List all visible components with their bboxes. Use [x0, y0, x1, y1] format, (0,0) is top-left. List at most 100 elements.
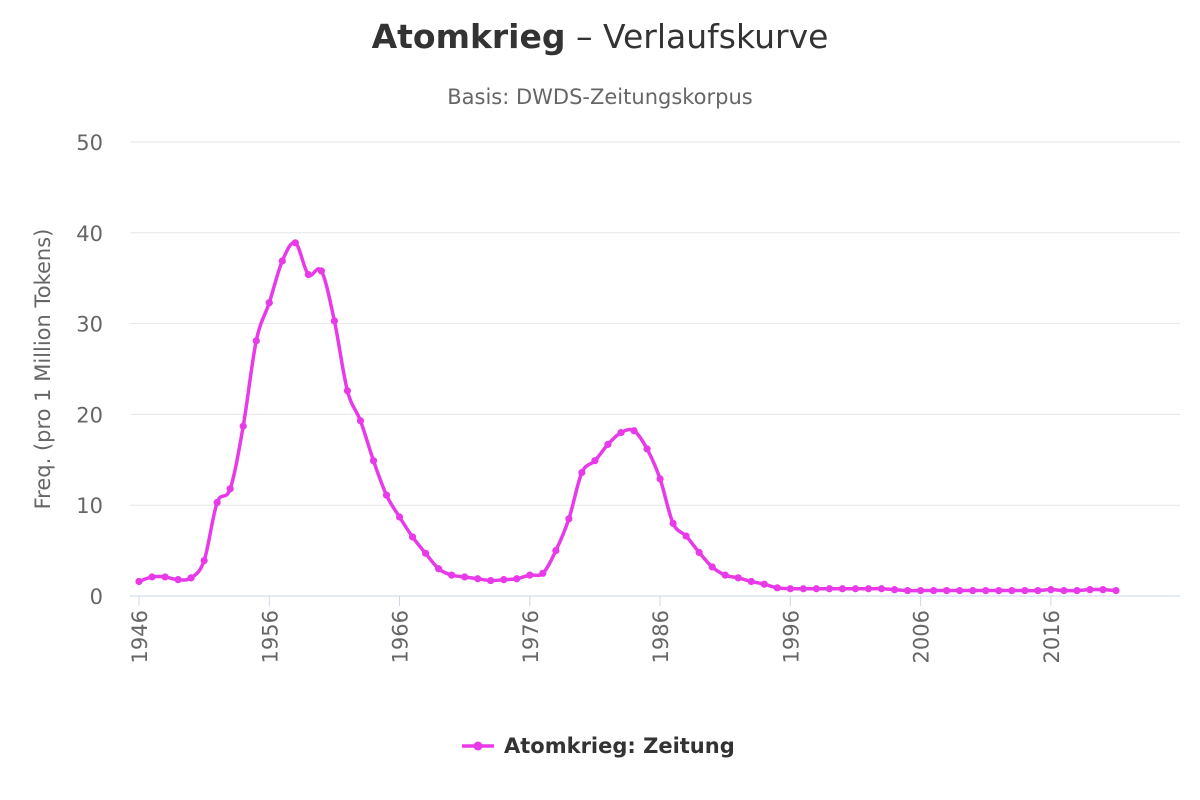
- data-point[interactable]: [864, 585, 873, 593]
- data-point[interactable]: [604, 440, 612, 448]
- data-point[interactable]: [435, 565, 443, 573]
- data-point[interactable]: [239, 422, 247, 430]
- data-point[interactable]: [799, 585, 807, 593]
- data-point[interactable]: [721, 571, 729, 579]
- data-point[interactable]: [474, 575, 482, 583]
- data-point[interactable]: [1034, 586, 1042, 595]
- data-point[interactable]: [1060, 586, 1068, 595]
- chart-title-rest: – Verlaufskurve: [566, 17, 829, 56]
- chart-title: Atomkrieg – Verlaufskurve: [372, 17, 829, 56]
- data-point[interactable]: [421, 549, 430, 557]
- data-point[interactable]: [578, 468, 586, 477]
- data-point[interactable]: [552, 547, 560, 555]
- data-point[interactable]: [252, 337, 260, 345]
- data-point[interactable]: [565, 515, 573, 523]
- data-point[interactable]: [903, 586, 912, 595]
- data-point[interactable]: [291, 239, 299, 247]
- data-point[interactable]: [382, 491, 391, 499]
- chart-subtitle: Basis: DWDS-Zeitungskorpus: [447, 85, 753, 109]
- data-point[interactable]: [213, 498, 221, 507]
- data-point[interactable]: [812, 585, 820, 593]
- data-point[interactable]: [1086, 586, 1094, 594]
- data-point[interactable]: [500, 576, 508, 584]
- data-point[interactable]: [877, 585, 886, 593]
- data-point[interactable]: [174, 576, 182, 584]
- chart-title-keyword: Atomkrieg: [372, 17, 566, 56]
- data-point[interactable]: [200, 556, 208, 565]
- x-tick-label: 1996: [779, 610, 803, 663]
- data-point[interactable]: [773, 584, 781, 592]
- data-point[interactable]: [304, 270, 312, 279]
- data-point[interactable]: [226, 485, 234, 493]
- data-point[interactable]: [135, 577, 143, 586]
- series-points: [135, 239, 1120, 595]
- data-point[interactable]: [1112, 586, 1120, 595]
- data-point[interactable]: [1073, 586, 1081, 595]
- data-point[interactable]: [148, 573, 156, 581]
- data-point[interactable]: [786, 585, 794, 593]
- data-point[interactable]: [161, 573, 169, 581]
- data-point[interactable]: [187, 574, 195, 582]
- data-point[interactable]: [995, 586, 1003, 595]
- data-point[interactable]: [825, 585, 834, 593]
- data-point[interactable]: [1021, 586, 1029, 595]
- y-tick-label: 10: [76, 494, 103, 518]
- data-point[interactable]: [708, 563, 716, 571]
- data-point[interactable]: [278, 257, 286, 265]
- x-tick-label: 2016: [1040, 610, 1064, 663]
- y-tick-label: 50: [76, 131, 103, 155]
- data-point[interactable]: [956, 586, 964, 595]
- data-point[interactable]: [539, 569, 547, 577]
- series-line-atomkrieg: [137, 240, 1118, 593]
- data-point[interactable]: [747, 577, 755, 586]
- x-axis: 1946 1956 1966 1976 1986 1996 2006 2016: [128, 596, 1064, 663]
- data-point[interactable]: [917, 586, 925, 595]
- data-point[interactable]: [330, 317, 338, 325]
- data-point[interactable]: [760, 580, 768, 588]
- data-point[interactable]: [1047, 586, 1055, 594]
- y-tick-label: 30: [76, 313, 103, 337]
- data-point[interactable]: [682, 532, 690, 540]
- data-point[interactable]: [369, 457, 378, 465]
- data-point[interactable]: [461, 573, 469, 581]
- data-point[interactable]: [734, 574, 742, 582]
- data-point[interactable]: [982, 586, 990, 595]
- data-point[interactable]: [890, 586, 899, 594]
- x-tick-label: 2006: [910, 610, 934, 663]
- legend[interactable]: Atomkrieg: Zeitung: [462, 734, 735, 758]
- data-point[interactable]: [1099, 586, 1107, 594]
- data-point[interactable]: [395, 513, 404, 521]
- data-point[interactable]: [838, 585, 847, 593]
- y-axis-ticks: 0 10 20 30 40 50: [76, 131, 103, 609]
- data-point[interactable]: [1008, 586, 1016, 595]
- data-point[interactable]: [643, 445, 651, 453]
- data-point[interactable]: [265, 299, 273, 307]
- data-point[interactable]: [513, 575, 521, 583]
- data-point[interactable]: [356, 417, 365, 425]
- data-point[interactable]: [851, 585, 860, 593]
- data-point[interactable]: [487, 576, 495, 585]
- legend-label: Atomkrieg: Zeitung: [504, 734, 735, 758]
- data-point[interactable]: [669, 519, 677, 527]
- data-point[interactable]: [930, 586, 938, 595]
- data-point[interactable]: [591, 457, 599, 465]
- gridlines: [130, 141, 1180, 597]
- data-point[interactable]: [695, 548, 703, 557]
- data-point[interactable]: [343, 387, 352, 395]
- data-point[interactable]: [448, 571, 456, 579]
- x-tick-label: 1946: [128, 610, 152, 663]
- y-axis-label: Freq. (pro 1 Million Tokens): [31, 229, 55, 510]
- data-point[interactable]: [408, 533, 417, 541]
- x-tick-label: 1956: [258, 610, 282, 663]
- data-point[interactable]: [630, 427, 638, 435]
- data-point[interactable]: [969, 586, 977, 595]
- x-tick-label: 1976: [519, 610, 543, 663]
- data-point[interactable]: [317, 267, 325, 275]
- data-point[interactable]: [617, 428, 625, 437]
- x-tick-label: 1966: [389, 610, 413, 663]
- data-point[interactable]: [656, 475, 664, 483]
- data-point[interactable]: [943, 586, 951, 595]
- data-point[interactable]: [526, 571, 534, 579]
- x-tick-label: 1986: [649, 610, 673, 663]
